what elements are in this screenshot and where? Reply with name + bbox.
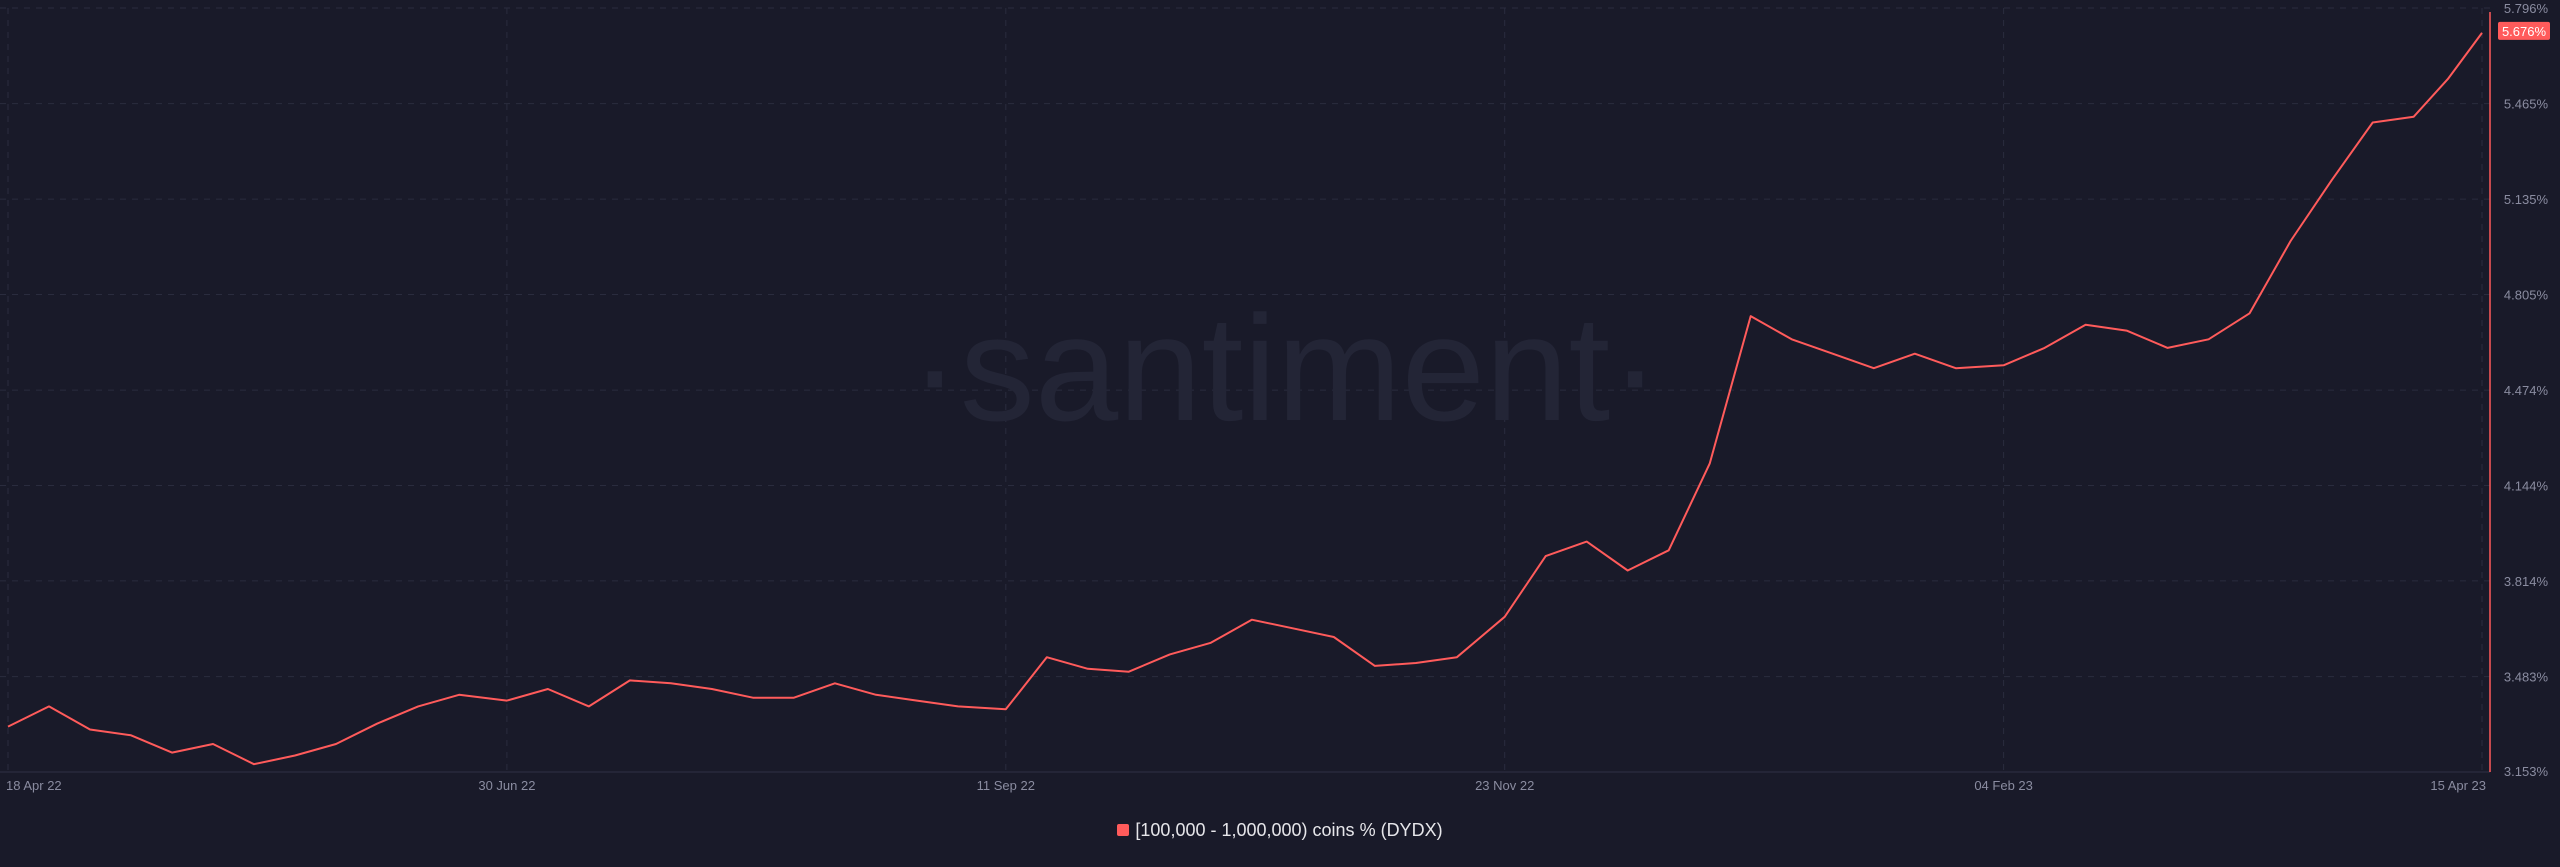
legend-label: [100,000 - 1,000,000) coins % (DYDX) — [1135, 820, 1443, 840]
y-tick-label: 4.474% — [2504, 383, 2549, 398]
series-line — [7, 32, 2483, 766]
grid — [0, 7, 2490, 773]
y-tick-label: 5.465% — [2504, 97, 2549, 112]
y-tick-label: 5.135% — [2504, 192, 2549, 207]
x-axis: 18 Apr 22 30 Jun 22 11 Sep 22 23 Nov 22 04 F… — [0, 771, 2490, 793]
y-tick-label: 3.483% — [2504, 670, 2549, 685]
series — [7, 32, 2483, 766]
x-tick-label: 30 Jun 22 — [478, 778, 535, 793]
legend-swatch — [1117, 824, 1130, 836]
y-tick-label: 5.796% — [2504, 1, 2549, 16]
x-tick-label: 11 Sep 22 — [977, 778, 1035, 793]
y-tick-label: 4.144% — [2504, 479, 2549, 494]
current-value-badge-bg — [2498, 21, 2550, 40]
current-value-label: 5.676% — [2502, 24, 2547, 39]
santiment-watermark: ·santiment· — [910, 284, 1660, 452]
x-tick-label: 04 Feb 23 — [1974, 778, 2033, 793]
legend[interactable]: [100,000 - 1,000,000) coins % (DYDX) — [0, 820, 2560, 841]
x-tick-label: 15 Apr 23 — [2430, 778, 2486, 793]
y-tick-label: 4.805% — [2504, 287, 2549, 302]
y-axis: 5.796% 5.465% 5.135% 4.805% 4.474% 4.144% 3.81… — [2504, 1, 2549, 779]
y-tick-label: 3.814% — [2504, 574, 2549, 589]
current-value-badge: 5.676% — [2489, 12, 2550, 772]
y-tick-label: 3.153% — [2504, 764, 2549, 779]
x-tick-label: 23 Nov 22 — [1475, 778, 1534, 793]
x-tick-label: 18 Apr 22 — [6, 778, 62, 793]
